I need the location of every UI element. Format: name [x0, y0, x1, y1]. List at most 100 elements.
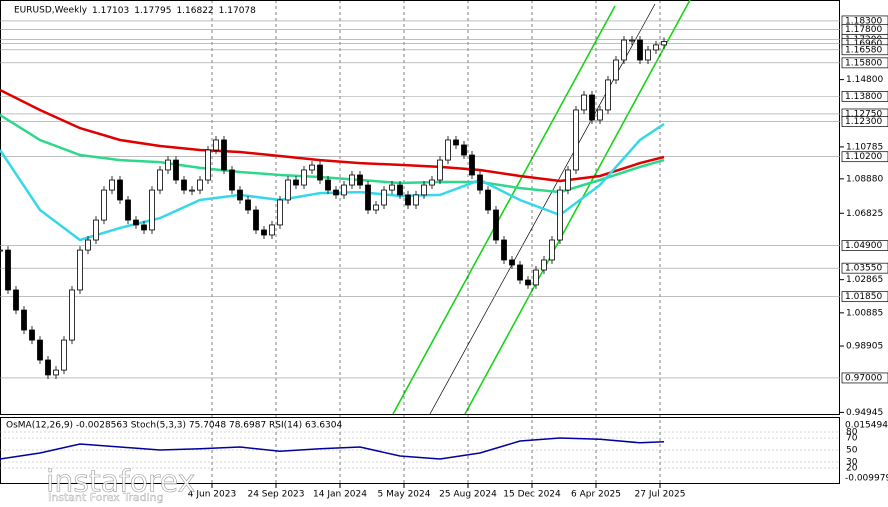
candle: [629, 39, 635, 42]
candle: [21, 309, 27, 331]
candle: [661, 41, 667, 46]
candle: [421, 184, 427, 196]
candle: [149, 189, 155, 231]
rsi-line: [0, 437, 665, 460]
candle: [453, 139, 459, 146]
level-box: [841, 44, 888, 56]
candle: [445, 139, 451, 161]
moving-average: [0, 122, 665, 242]
level-label: 1.12750: [845, 109, 882, 119]
candle: [77, 249, 83, 291]
y-tick-label: 0.98905: [846, 342, 883, 352]
candle: [517, 264, 523, 281]
candle: [109, 179, 115, 191]
level-label: 1.10200: [845, 152, 882, 162]
candle: [341, 184, 347, 196]
candle: [173, 159, 179, 181]
level-label: 1.04900: [845, 241, 882, 251]
level-label: 1.01850: [845, 292, 882, 302]
candle: [101, 189, 107, 221]
candle: [133, 219, 139, 226]
indicator-scale-top: 0.0154942: [845, 421, 888, 431]
x-tick-label: 24 Sep 2023: [247, 490, 304, 500]
level-label: 1.17800: [845, 25, 882, 35]
candle: [229, 169, 235, 191]
candle: [277, 199, 283, 226]
level-box: [841, 372, 888, 384]
candle: [221, 139, 227, 171]
candle: [373, 204, 379, 211]
candle: [573, 109, 579, 171]
candle: [301, 169, 307, 186]
trend-channel: [392, 0, 691, 415]
candle: [613, 59, 619, 81]
candle: [605, 79, 611, 111]
candle: [197, 179, 203, 191]
candle: [581, 94, 587, 111]
candle: [429, 179, 435, 186]
candle: [93, 219, 99, 241]
candle: [509, 259, 515, 266]
candle: [309, 164, 315, 171]
indicator-tick-label: 70: [846, 434, 858, 444]
candle: [501, 239, 507, 261]
indicator-tick-label: 20: [846, 464, 858, 474]
candle: [253, 209, 259, 231]
level-label: 1.18300: [845, 16, 882, 26]
price-panel: [0, 0, 840, 415]
candle: [45, 359, 51, 376]
candle: [645, 49, 651, 61]
candle: [317, 164, 323, 181]
candle: [533, 269, 539, 286]
candle: [213, 139, 219, 151]
x-tick-label: 25 Aug 2024: [439, 490, 497, 500]
x-tick-label: 14 Jan 2024: [313, 490, 367, 500]
y-tick-label: 1.14800: [846, 75, 883, 85]
level-box: [841, 91, 888, 102]
level-label: 1.16960: [845, 39, 882, 49]
y-tick-label: 1.06825: [846, 209, 883, 219]
x-tick-label: 4 Jun 2023: [188, 490, 236, 500]
watermark-tagline: Instant Forex Trading: [48, 491, 164, 504]
chart-title: EURUSD,Weekly: [14, 6, 88, 16]
candle: [357, 174, 363, 186]
candle: [285, 179, 291, 201]
candle: [541, 259, 547, 271]
candle: [117, 179, 123, 201]
candle: [53, 369, 59, 376]
y-tick-label: 0.94945: [846, 408, 883, 418]
candle: [69, 289, 75, 341]
indicator-scale-bottom: -0.0099797: [845, 474, 888, 484]
candle: [269, 224, 275, 236]
candle: [349, 174, 355, 186]
candle: [333, 189, 339, 196]
candle: [0, 249, 3, 252]
candle: [181, 179, 187, 191]
level-label: 0.97000: [845, 373, 882, 383]
indicator-label: OsMA(12,26,9) -0.0028563 Stoch(5,3,3) 75…: [6, 421, 342, 431]
candle: [493, 209, 499, 241]
level-label: 1.12300: [845, 117, 882, 127]
candle: [205, 149, 211, 181]
candle: [437, 159, 443, 181]
ohlc-value: 1.17795: [134, 6, 171, 16]
candle: [477, 174, 483, 191]
candle: [85, 239, 91, 251]
level-box: [841, 57, 888, 69]
candle: [325, 179, 331, 191]
ohlc-value: 1.17103: [92, 6, 129, 16]
candle: [589, 94, 595, 121]
channel-line: [464, 0, 691, 415]
x-tick-label: 15 Dec 2024: [503, 490, 561, 500]
ohlc-value: 1.16822: [176, 6, 213, 16]
candle: [469, 154, 475, 176]
candle: [37, 339, 43, 361]
x-tick-label: 6 Apr 2025: [571, 490, 621, 500]
y-tick-label: 1.00885: [846, 308, 883, 318]
candle: [557, 189, 563, 241]
level-box: [841, 291, 888, 303]
candle: [189, 189, 195, 192]
candle: [397, 184, 403, 196]
channel-line: [392, 5, 616, 415]
candle: [461, 144, 467, 156]
